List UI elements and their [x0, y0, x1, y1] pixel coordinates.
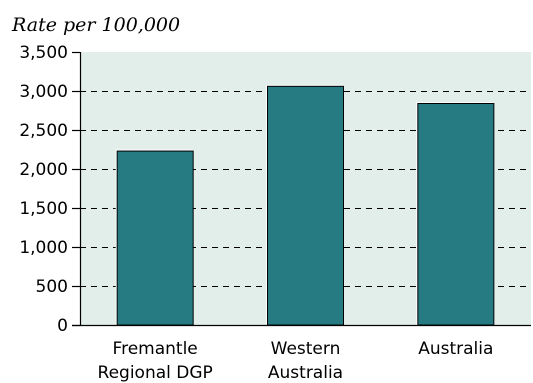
y-tick-label: 1,000: [19, 238, 68, 258]
y-tick-label: 1,500: [19, 199, 68, 219]
bar: [266, 84, 344, 326]
bar: [416, 101, 495, 326]
y-tick-label: 2,000: [19, 160, 68, 180]
x-category-labels: Fremantle Regional DGP Western Australia Aus…: [98, 339, 494, 383]
y-tick-label: 3,500: [19, 43, 68, 63]
x-category-label: Fremantle Regional DGP: [98, 339, 213, 383]
bar-rect: [267, 85, 344, 326]
y-tick-label: 3,000: [19, 82, 68, 102]
y-tick-label: 500: [36, 277, 68, 297]
x-category-label: Australia: [418, 339, 493, 359]
y-tick-label: 2,500: [19, 121, 68, 141]
y-axis-label: Rate per 100,000: [11, 14, 180, 36]
y-tick-labels: 0 500 1,000 1,500 2,000 2,500 3,000 3,500: [19, 43, 68, 336]
x-category-label: Western Australia: [268, 339, 343, 383]
bar-rect: [116, 150, 194, 326]
bars: [115, 84, 495, 326]
axes: [72, 51, 531, 327]
y-tick-label: 0: [57, 316, 68, 336]
bar-rect: [417, 102, 495, 326]
bar: [115, 149, 194, 326]
